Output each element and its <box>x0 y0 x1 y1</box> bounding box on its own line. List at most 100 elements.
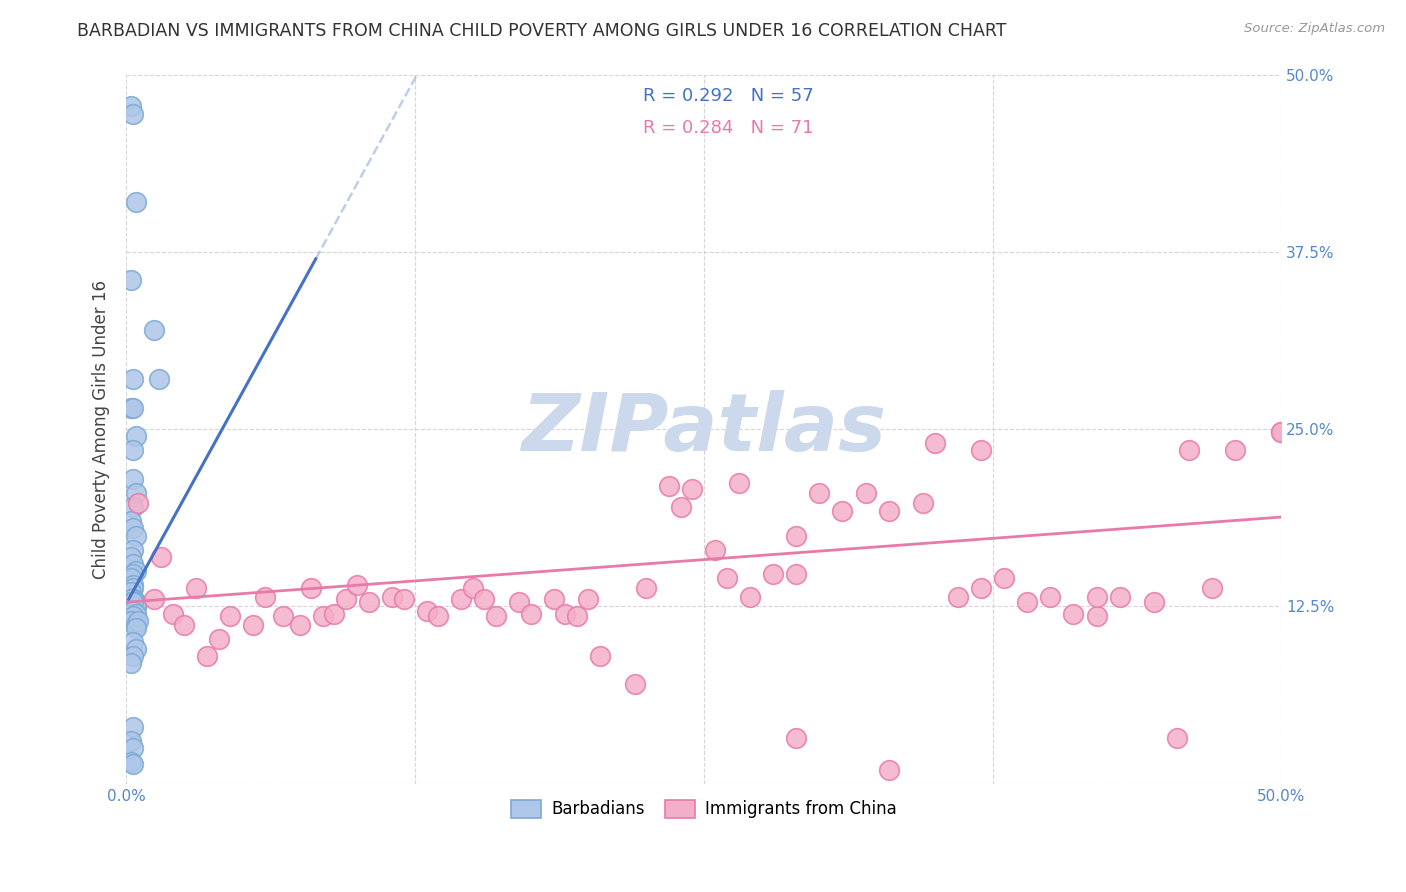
Point <box>143 323 166 337</box>
Point <box>162 607 184 621</box>
Point <box>738 590 761 604</box>
Point <box>273 609 295 624</box>
Point <box>124 195 146 210</box>
Point <box>120 549 142 564</box>
Point <box>877 763 900 777</box>
Point <box>120 592 142 607</box>
Point <box>623 677 645 691</box>
Point <box>855 486 877 500</box>
Point <box>1178 443 1201 458</box>
Point <box>120 656 142 670</box>
Point <box>1225 443 1247 458</box>
Point <box>122 566 145 581</box>
Point <box>120 273 142 287</box>
Point <box>122 599 145 614</box>
Point <box>970 581 993 595</box>
Point <box>122 581 145 595</box>
Point <box>877 504 900 518</box>
Point <box>124 607 146 621</box>
Point <box>474 592 496 607</box>
Point <box>1270 425 1292 439</box>
Point <box>124 595 146 609</box>
Point <box>658 479 681 493</box>
Point <box>381 590 404 604</box>
Point <box>704 542 727 557</box>
Point <box>122 578 145 592</box>
Point <box>1270 425 1292 439</box>
Point <box>565 609 588 624</box>
Point <box>785 566 807 581</box>
Point <box>1201 581 1223 595</box>
Point <box>1039 590 1062 604</box>
Point <box>148 372 170 386</box>
Point <box>122 604 145 618</box>
Point <box>122 609 145 624</box>
Text: ZIPatlas: ZIPatlas <box>522 390 886 468</box>
Point <box>219 609 242 624</box>
Point <box>589 649 612 664</box>
Text: BARBADIAN VS IMMIGRANTS FROM CHINA CHILD POVERTY AMONG GIRLS UNDER 16 CORRELATIO: BARBADIAN VS IMMIGRANTS FROM CHINA CHILD… <box>77 22 1007 40</box>
Point <box>716 571 738 585</box>
Point <box>924 436 946 450</box>
Point <box>808 486 831 500</box>
Point <box>122 720 145 734</box>
Point <box>124 486 146 500</box>
Point <box>120 571 142 585</box>
Point <box>122 607 145 621</box>
Point <box>554 607 576 621</box>
Point <box>253 590 276 604</box>
Point <box>120 614 142 628</box>
Point <box>127 496 149 510</box>
Point <box>636 581 658 595</box>
Point <box>392 592 415 607</box>
Point <box>1143 595 1166 609</box>
Point <box>242 618 264 632</box>
Point <box>124 642 146 657</box>
Point <box>415 604 437 618</box>
Point <box>1085 590 1108 604</box>
Point <box>173 618 195 632</box>
Point <box>357 595 380 609</box>
Point <box>1063 607 1085 621</box>
Point <box>288 618 311 632</box>
Point <box>427 609 450 624</box>
Point <box>993 571 1015 585</box>
Text: R = 0.292   N = 57: R = 0.292 N = 57 <box>643 87 814 104</box>
Point <box>122 741 145 756</box>
Point <box>124 564 146 578</box>
Point <box>122 521 145 535</box>
Legend: Barbadians, Immigrants from China: Barbadians, Immigrants from China <box>505 793 903 825</box>
Text: R = 0.284   N = 71: R = 0.284 N = 71 <box>643 119 813 136</box>
Point <box>762 566 785 581</box>
Point <box>299 581 322 595</box>
Point <box>122 609 145 624</box>
Point <box>124 618 146 632</box>
Point <box>785 731 807 746</box>
Point <box>120 585 142 599</box>
Point <box>946 590 969 604</box>
Point <box>124 599 146 614</box>
Point <box>122 592 145 607</box>
Point <box>143 592 166 607</box>
Point <box>124 621 146 635</box>
Point <box>208 632 231 646</box>
Point <box>1017 595 1039 609</box>
Point <box>122 443 145 458</box>
Point <box>122 107 145 121</box>
Point <box>122 557 145 571</box>
Point <box>120 595 142 609</box>
Point <box>124 429 146 443</box>
Point <box>970 443 993 458</box>
Point <box>127 614 149 628</box>
Point <box>124 599 146 614</box>
Point <box>184 581 207 595</box>
Point <box>543 592 565 607</box>
Point <box>461 581 484 595</box>
Point <box>727 476 749 491</box>
Point <box>122 756 145 771</box>
Point <box>120 734 142 748</box>
Point <box>122 607 145 621</box>
Point <box>311 609 333 624</box>
Point <box>323 607 346 621</box>
Point <box>122 472 145 486</box>
